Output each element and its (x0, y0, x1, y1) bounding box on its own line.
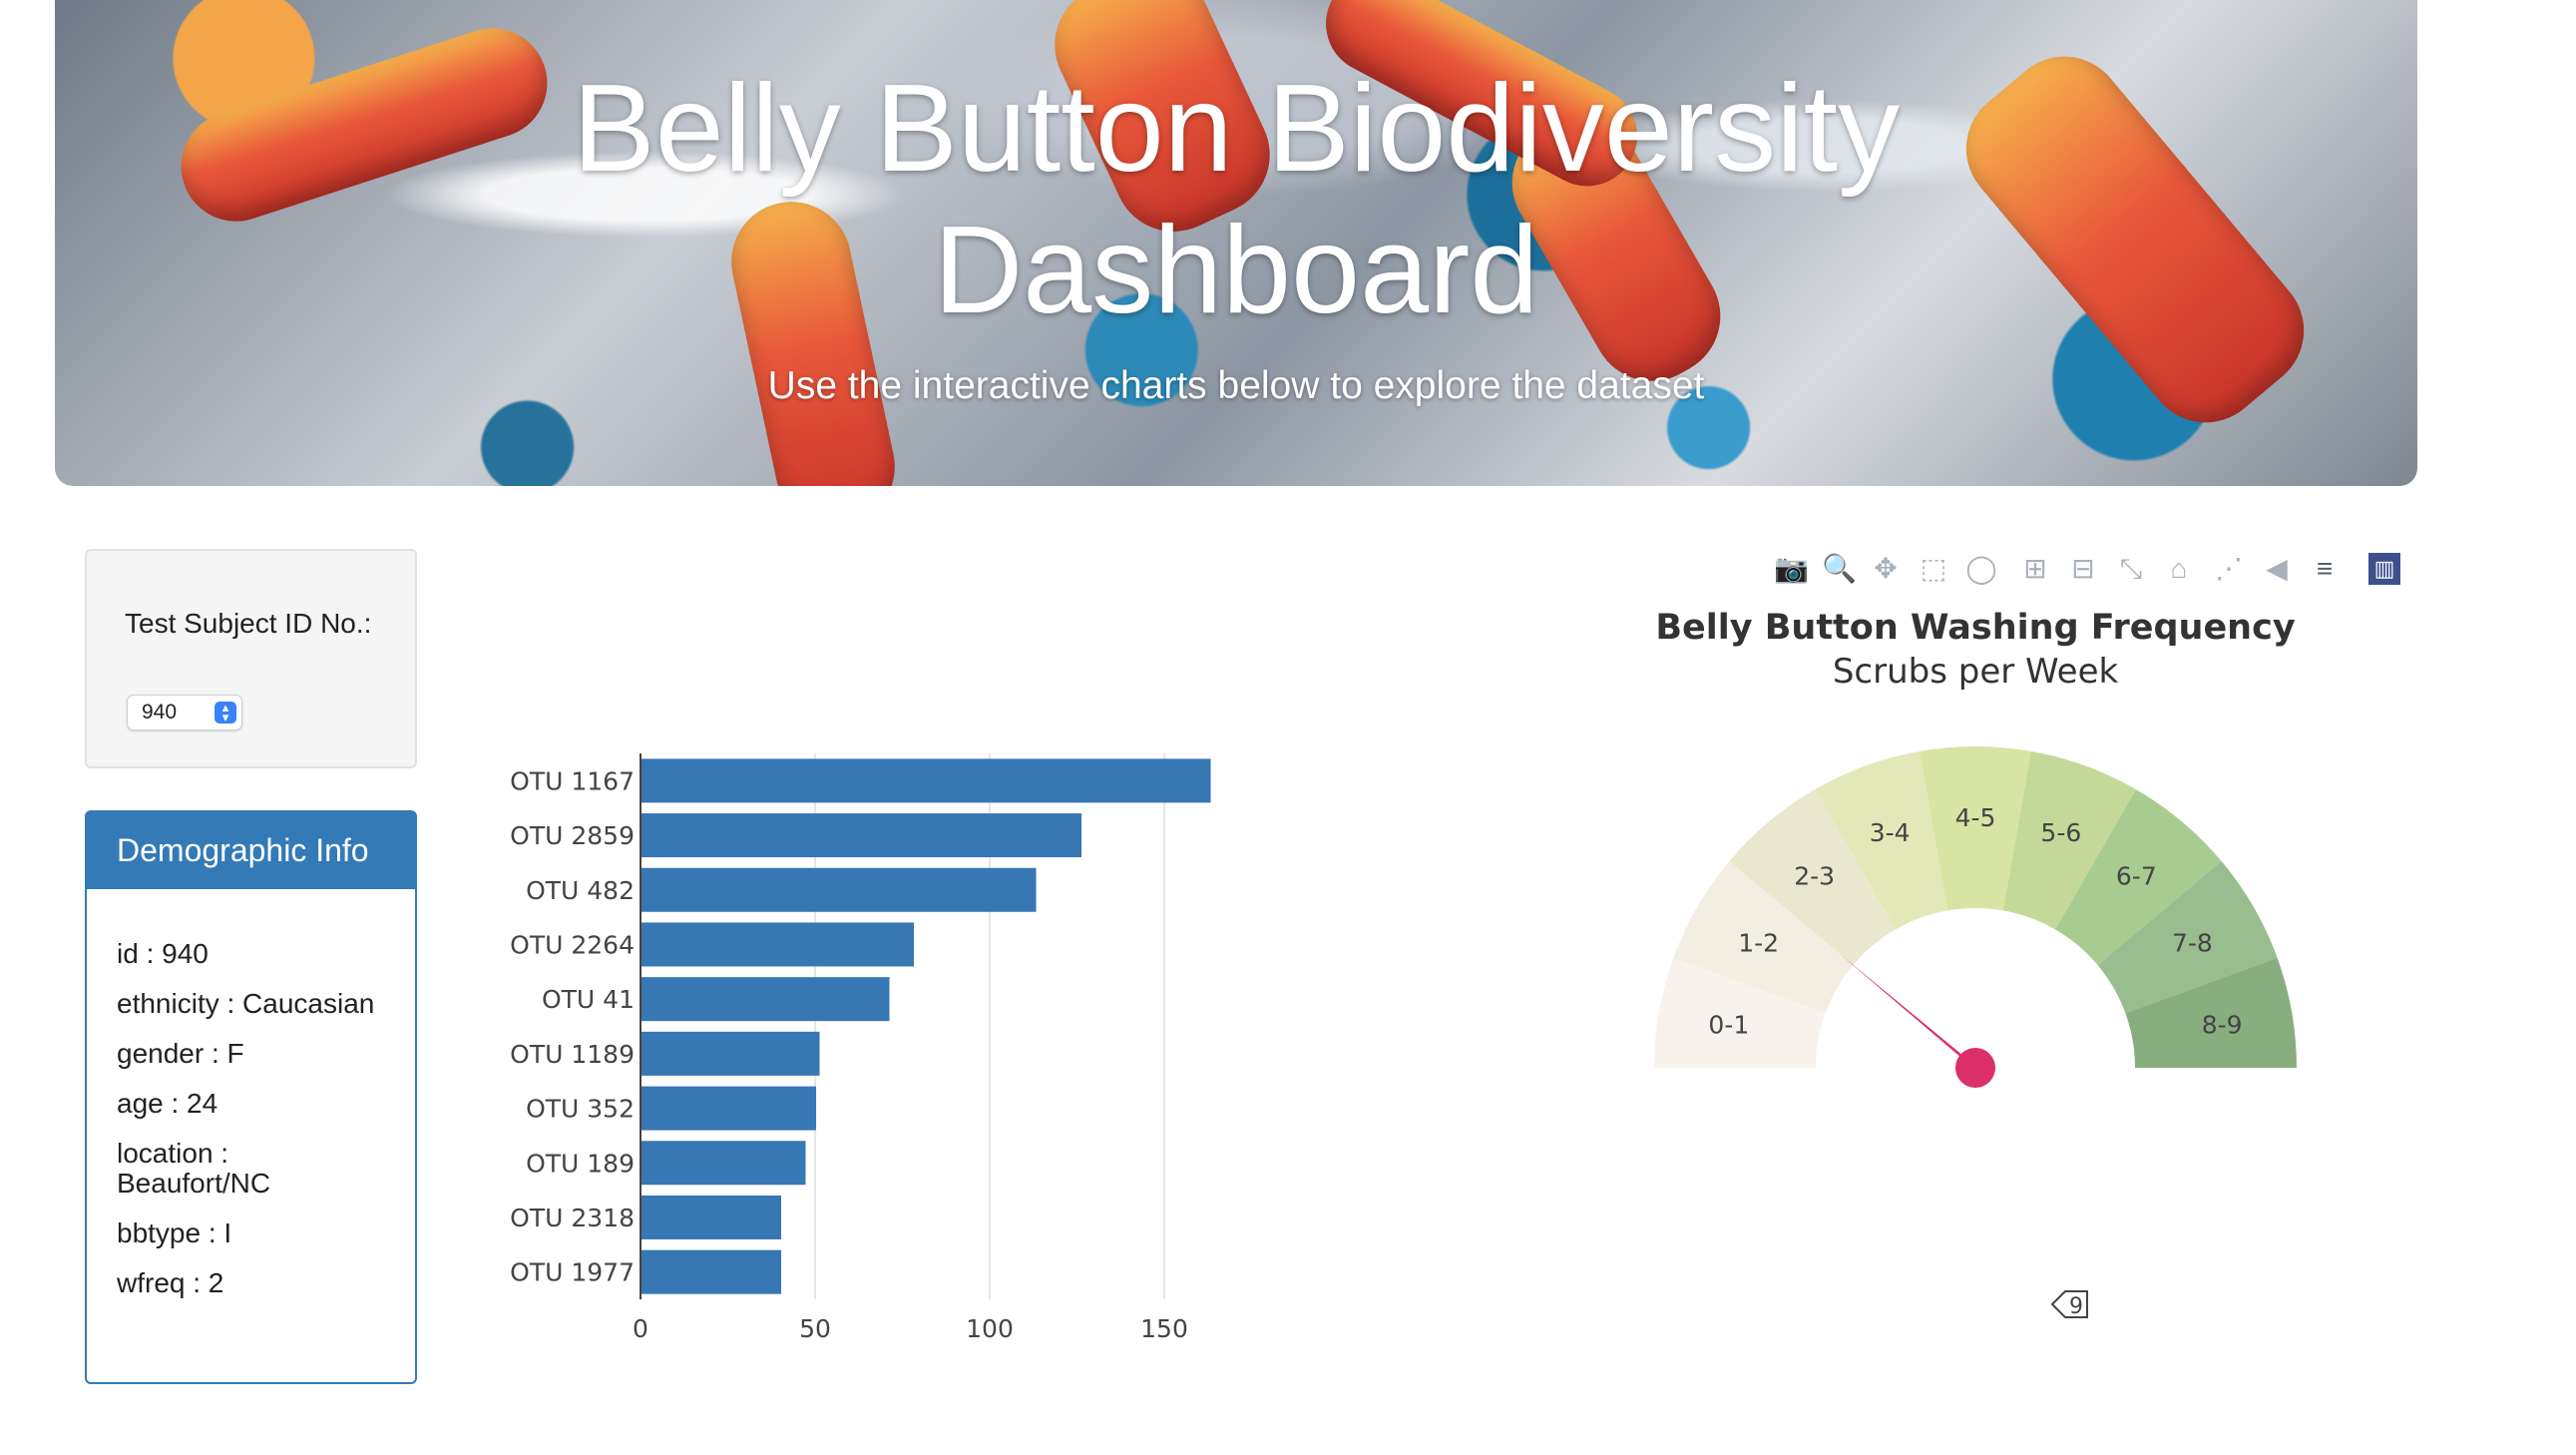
gauge-sector[interactable] (2055, 789, 2222, 966)
gauge-sector-label: 6-7 (2116, 862, 2157, 891)
bar-y-tick-label: OTU 2264 (510, 930, 635, 959)
demographic-item: bbtype : I (117, 1217, 232, 1248)
demographic-item: id : 940 (117, 938, 209, 969)
demographic-item: age : 24 (117, 1088, 218, 1119)
gauge-sector-label: 5-6 (2040, 818, 2081, 847)
subject-id-dropdown[interactable]: 940 ▴ ▾ (127, 695, 242, 730)
box-select-icon[interactable]: ⬚ (1920, 553, 1947, 584)
gauge-sector[interactable] (1654, 957, 1826, 1068)
plotly-logo-icon[interactable]: ▥ (2368, 553, 2400, 585)
gauge-sector[interactable] (2002, 750, 2136, 930)
lasso-icon[interactable]: ◯ (1965, 553, 1997, 584)
bar-y-tick-label: OTU 189 (526, 1149, 635, 1178)
reset-axes-icon[interactable]: ⌂ (2170, 553, 2188, 584)
hover-compare-icon[interactable]: ≡ (2316, 553, 2334, 584)
gauge-sector-label: 8-9 (2202, 1010, 2243, 1039)
bar-mark[interactable] (642, 758, 1211, 803)
top10-otu-bar-chart[interactable]: 0 50 100 150 OTU 1167 OTU 2859 OTU 482 OTU 2264… (479, 728, 1237, 1347)
gauge-sector-label: 0-1 (1708, 1010, 1749, 1039)
bar-x-tick-label: 100 (966, 1314, 1014, 1343)
bar-mark[interactable] (642, 922, 914, 967)
hover-closest-icon[interactable]: ◀ (2266, 553, 2288, 584)
bar-y-tick-label: OTU 482 (526, 876, 635, 905)
bar-y-tick-label: OTU 1167 (510, 766, 635, 795)
gauge-sector[interactable] (1815, 750, 1948, 930)
page-subtitle: Use the interactive charts below to expl… (767, 364, 1705, 407)
gauge-sector-label: 7-8 (2172, 929, 2213, 958)
camera-icon[interactable]: 📷 (1774, 553, 1809, 584)
demographic-item: location : Beaufort/NC (117, 1138, 271, 1199)
demographic-info-panel: Demographic Info id : 940 ethnicity : Cau… (85, 810, 417, 1384)
bar-mark[interactable] (642, 813, 1081, 858)
zoom-icon[interactable]: 🔍 (1822, 553, 1857, 584)
gauge-sector-label: 1-2 (1738, 929, 1779, 958)
demographic-item: ethnicity : Caucasian (117, 988, 375, 1019)
bar-y-tick-label: OTU 352 (526, 1095, 635, 1124)
demographic-item: gender : F (117, 1038, 244, 1069)
bar-y-tick-label: OTU 41 (542, 985, 635, 1014)
bar-x-tick-label: 150 (1140, 1314, 1188, 1343)
bar-y-tick-label: OTU 2318 (510, 1204, 635, 1232)
demographic-info-heading: Demographic Info (87, 812, 415, 889)
bar-x-tick-label: 0 (633, 1314, 648, 1343)
bar-mark[interactable] (642, 867, 1037, 912)
gauge-sector[interactable] (2097, 861, 2278, 1014)
jumbotron-banner: Belly Button Biodiversity Dashboard Use … (55, 0, 2417, 486)
gauge-badge-text: 9 (2069, 1294, 2083, 1319)
gauge-subtitle: Scrubs per Week (1833, 652, 2119, 692)
gauge-needle-hub (1955, 1048, 1995, 1088)
gauge-sector-label: 2-3 (1794, 862, 1835, 891)
bar-mark[interactable] (642, 977, 890, 1022)
spike-lines-icon[interactable]: ⋰ (2215, 553, 2243, 584)
bar-x-tick-label: 50 (799, 1314, 831, 1343)
bar-mark[interactable] (642, 1141, 806, 1186)
zoom-in-icon[interactable]: ⊞ (2023, 553, 2047, 584)
demographic-item: wfreq : 2 (117, 1267, 224, 1298)
gauge-sector[interactable] (2125, 957, 2297, 1068)
subject-selector-panel: Test Subject ID No.: 940 ▴ ▾ (85, 549, 417, 768)
autoscale-icon[interactable]: ⤡ (2119, 553, 2143, 584)
gauge-sector-label: 3-4 (1870, 818, 1911, 847)
bar-y-tick-label: OTU 1977 (510, 1258, 635, 1287)
gauge-value-badge (2050, 1290, 2088, 1318)
zoom-out-icon[interactable]: ⊟ (2071, 553, 2095, 584)
bar-mark[interactable] (642, 1249, 781, 1294)
pan-icon[interactable]: ✥ (1874, 553, 1898, 584)
bar-y-tick-label: OTU 1189 (510, 1040, 635, 1069)
gauge-sector[interactable] (1920, 746, 2031, 911)
page-title-line1: Belly Button Biodiversity (572, 60, 1901, 198)
gauge-sector[interactable] (1729, 789, 1896, 966)
bar-y-tick-label: OTU 2859 (510, 821, 635, 850)
dropdown-arrows-icon: ▴ ▾ (215, 701, 236, 724)
subject-id-label: Test Subject ID No.: (125, 608, 372, 639)
page-title: Belly Button Biodiversity Dashboard (55, 58, 2417, 341)
subject-id-selected-value: 940 (142, 701, 178, 724)
page-title-line2: Dashboard (933, 202, 1539, 339)
gauge-title: Belly Button Washing Frequency (1655, 608, 2296, 648)
bar-mark[interactable] (642, 1195, 781, 1239)
gauge-sector[interactable] (1673, 861, 1854, 1014)
bar-mark[interactable] (642, 1031, 820, 1076)
bar-mark[interactable] (642, 1086, 816, 1131)
gauge-sector-label: 4-5 (1955, 803, 1996, 832)
demographic-info-list: id : 940 ethnicity : Caucasian gender : F a… (87, 889, 415, 1298)
